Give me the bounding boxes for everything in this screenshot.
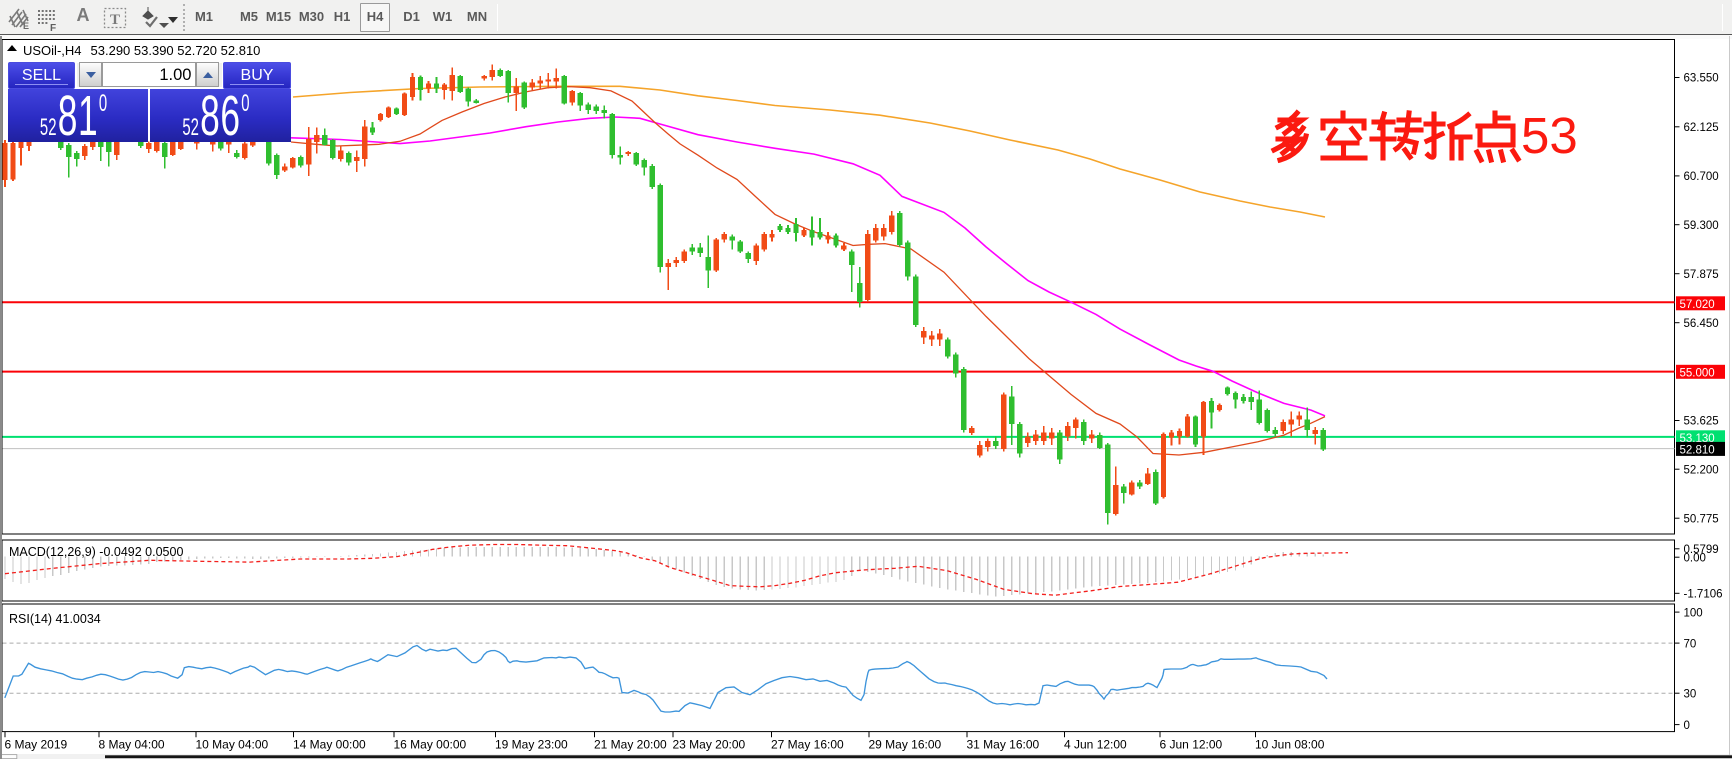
svg-text:19 May 23:00: 19 May 23:00 — [495, 738, 568, 752]
svg-text:53.625: 53.625 — [1684, 416, 1719, 428]
svg-text:100: 100 — [1684, 607, 1703, 619]
svg-text:52.200: 52.200 — [1684, 464, 1719, 476]
svg-text:52.810: 52.810 — [1680, 444, 1715, 456]
svg-text:70: 70 — [1684, 638, 1697, 650]
svg-text:63.550: 63.550 — [1684, 73, 1719, 85]
svg-text:50.775: 50.775 — [1684, 513, 1719, 525]
svg-text:23 May 20:00: 23 May 20:00 — [673, 738, 746, 752]
svg-text:30: 30 — [1684, 688, 1697, 700]
svg-text:4 Jun 12:00: 4 Jun 12:00 — [1064, 738, 1127, 752]
svg-text:10 May 04:00: 10 May 04:00 — [196, 738, 269, 752]
svg-text:MACD(12,26,9) -0.0492 0.0500: MACD(12,26,9) -0.0492 0.0500 — [9, 545, 183, 559]
svg-text:8 May 04:00: 8 May 04:00 — [99, 738, 165, 752]
svg-text:31 May 16:00: 31 May 16:00 — [967, 738, 1040, 752]
svg-text:62.125: 62.125 — [1684, 122, 1719, 134]
svg-text:57.875: 57.875 — [1684, 269, 1719, 281]
svg-text:14 May 00:00: 14 May 00:00 — [293, 738, 366, 752]
svg-text:29 May 16:00: 29 May 16:00 — [869, 738, 942, 752]
svg-text:0: 0 — [1684, 720, 1690, 732]
svg-text:0.00: 0.00 — [1684, 552, 1706, 564]
svg-text:6 Jun 12:00: 6 Jun 12:00 — [1160, 738, 1223, 752]
svg-text:0.5799: 0.5799 — [1684, 544, 1719, 556]
svg-text:56.450: 56.450 — [1684, 318, 1719, 330]
svg-text:6 May 2019: 6 May 2019 — [5, 738, 68, 752]
svg-text:10 Jun 08:00: 10 Jun 08:00 — [1255, 738, 1325, 752]
svg-text:-1.7106: -1.7106 — [1684, 589, 1723, 601]
svg-text:53.130: 53.130 — [1680, 433, 1715, 445]
svg-text:27 May 16:00: 27 May 16:00 — [771, 738, 844, 752]
svg-text:53: 53 — [1521, 107, 1578, 164]
svg-text:RSI(14) 41.0034: RSI(14) 41.0034 — [9, 612, 101, 626]
svg-text:F: F — [50, 23, 56, 31]
svg-text:16 May 00:00: 16 May 00:00 — [394, 738, 467, 752]
svg-text:57.020: 57.020 — [1680, 299, 1715, 311]
svg-text:T: T — [110, 12, 120, 28]
svg-text:21 May 20:00: 21 May 20:00 — [594, 738, 667, 752]
svg-text:55.000: 55.000 — [1680, 367, 1715, 379]
svg-text:60.700: 60.700 — [1684, 171, 1719, 183]
svg-text:59.300: 59.300 — [1684, 220, 1719, 232]
svg-text:E: E — [23, 21, 29, 30]
